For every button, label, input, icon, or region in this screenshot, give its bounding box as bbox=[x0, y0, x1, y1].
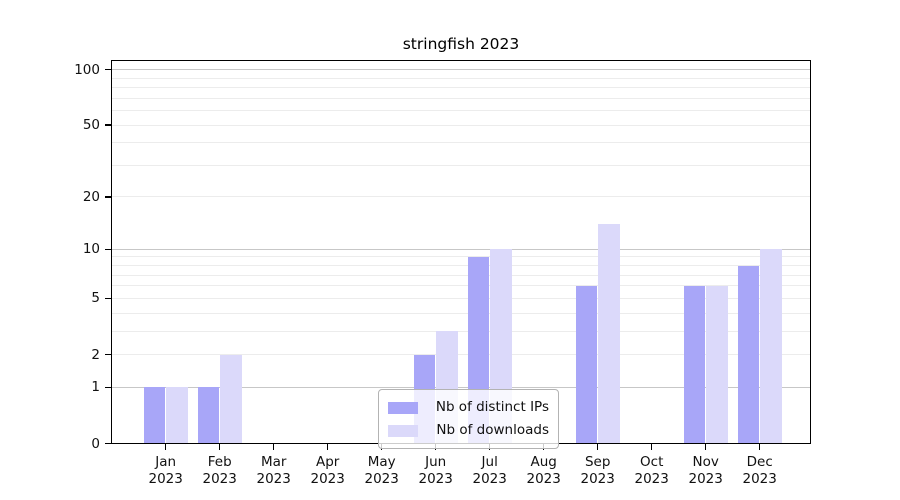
bar-ips-feb bbox=[197, 387, 220, 444]
major-gridline-10 bbox=[112, 248, 810, 250]
x-tick-mark-mar bbox=[272, 443, 275, 450]
legend-swatch-distinct-ips bbox=[388, 401, 418, 414]
bar-ips-sep bbox=[575, 285, 598, 444]
x-tick-mark-apr bbox=[326, 443, 329, 450]
x-tick-mark-oct bbox=[650, 443, 653, 450]
y-tick-mark-2 bbox=[104, 353, 111, 356]
y-tick-mark-0 bbox=[104, 442, 111, 445]
minor-gridline-40 bbox=[112, 142, 810, 144]
x-tick-label-sep: Sep 2023 bbox=[580, 453, 615, 487]
y-tick-mark-50 bbox=[104, 124, 111, 126]
x-tick-label-mar: Mar 2023 bbox=[256, 453, 291, 487]
minor-gridline-9 bbox=[112, 256, 810, 258]
y-tick-label-2: 2 bbox=[91, 346, 100, 363]
bar-ips-jan bbox=[143, 387, 166, 444]
x-tick-mark-sep bbox=[596, 443, 599, 450]
minor-gridline-8 bbox=[112, 265, 810, 267]
x-tick-mark-jan bbox=[164, 443, 167, 450]
y-tick-label-0: 0 bbox=[91, 435, 100, 452]
x-tick-mark-feb bbox=[218, 443, 221, 450]
plot-area bbox=[112, 61, 810, 444]
x-tick-label-dec: Dec 2023 bbox=[742, 453, 777, 487]
y-tick-mark-10 bbox=[104, 248, 111, 251]
minor-gridline-5 bbox=[112, 297, 810, 299]
x-tick-label-may: May 2023 bbox=[364, 453, 399, 487]
minor-gridline-4 bbox=[112, 312, 810, 314]
y-tick-label-100: 100 bbox=[74, 61, 100, 78]
bar-ips-dec bbox=[737, 265, 760, 444]
y-tick-label-10: 10 bbox=[82, 241, 100, 258]
minor-gridline-60 bbox=[112, 110, 810, 112]
minor-gridline-7 bbox=[112, 274, 810, 276]
legend-label-downloads: Nb of downloads bbox=[436, 422, 549, 438]
legend-item-downloads: Nb of downloads bbox=[388, 422, 549, 439]
x-tick-label-aug: Aug 2023 bbox=[526, 453, 561, 487]
minor-gridline-70 bbox=[112, 97, 810, 99]
minor-gridline-3 bbox=[112, 330, 810, 332]
bar-ips-nov bbox=[683, 285, 706, 444]
x-tick-label-apr: Apr 2023 bbox=[310, 453, 345, 487]
legend: Nb of distinct IPs Nb of downloads bbox=[378, 389, 559, 449]
y-tick-mark-5 bbox=[104, 297, 111, 300]
bar-downloads-sep bbox=[598, 224, 620, 444]
y-tick-label-5: 5 bbox=[91, 290, 100, 307]
x-tick-label-jan: Jan 2023 bbox=[148, 453, 183, 487]
minor-gridline-2 bbox=[112, 354, 810, 355]
bar-downloads-feb bbox=[220, 354, 242, 444]
major-gridline-100 bbox=[112, 69, 810, 71]
y-tick-mark-1 bbox=[104, 386, 111, 389]
legend-label-distinct-ips: Nb of distinct IPs bbox=[435, 399, 549, 415]
minor-gridline-50 bbox=[112, 124, 810, 126]
x-tick-label-feb: Feb 2023 bbox=[202, 453, 237, 487]
y-tick-label-1: 1 bbox=[91, 379, 100, 396]
legend-item-distinct-ips: Nb of distinct IPs bbox=[388, 399, 549, 416]
x-tick-label-nov: Nov 2023 bbox=[688, 453, 723, 487]
major-gridline-1 bbox=[112, 386, 810, 388]
y-tick-label-20: 20 bbox=[82, 188, 100, 205]
y-tick-label-50: 50 bbox=[82, 117, 100, 134]
x-tick-label-jul: Jul 2023 bbox=[472, 453, 507, 487]
minor-gridline-30 bbox=[112, 164, 810, 166]
minor-gridline-20 bbox=[112, 196, 810, 198]
y-tick-mark-100 bbox=[104, 68, 111, 71]
x-tick-mark-dec bbox=[758, 443, 761, 450]
minor-gridline-90 bbox=[112, 77, 810, 79]
x-tick-label-jun: Jun 2023 bbox=[418, 453, 453, 487]
bar-downloads-jan bbox=[166, 387, 188, 444]
y-tick-mark-20 bbox=[104, 196, 111, 198]
minor-gridline-6 bbox=[112, 285, 810, 287]
legend-swatch-downloads bbox=[388, 424, 418, 437]
bar-downloads-dec bbox=[760, 249, 782, 444]
x-tick-mark-nov bbox=[704, 443, 707, 450]
bar-downloads-nov bbox=[706, 285, 728, 444]
chart-title: stringfish 2023 bbox=[402, 35, 520, 53]
minor-gridline-80 bbox=[112, 87, 810, 89]
x-tick-label-oct: Oct 2023 bbox=[634, 453, 669, 487]
